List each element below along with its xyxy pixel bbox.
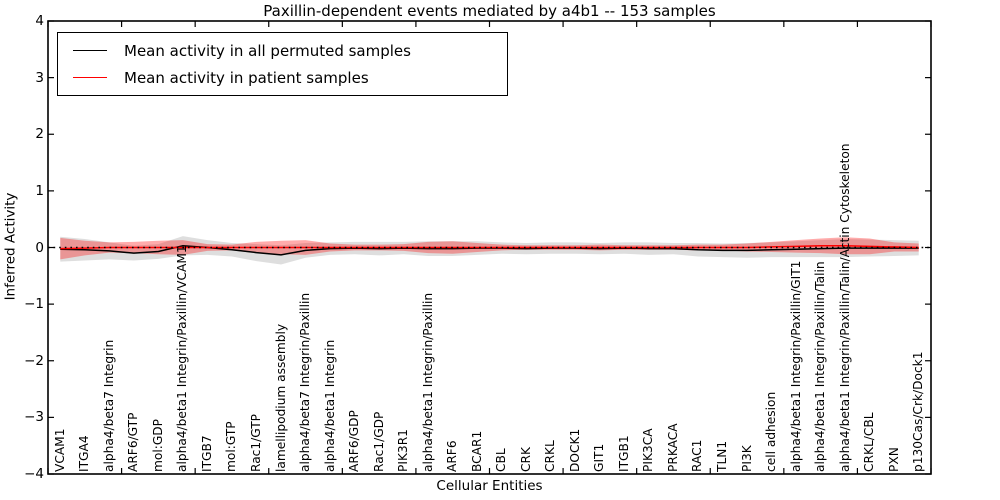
legend-label-patient: Mean activity in patient samples: [124, 68, 369, 87]
y-tick-label: −3: [24, 409, 44, 426]
x-tick-label: Rac1/GTP: [248, 413, 263, 472]
x-tick-label: alpha4/beta1 Integrin/Paxillin/GIT1: [788, 260, 803, 472]
x-tick-label: alpha4/beta7 Integrin: [101, 339, 116, 472]
y-tick-label: −2: [24, 352, 44, 369]
x-tick-label: TLN1: [715, 440, 729, 472]
y-tick-label: 1: [35, 182, 44, 199]
x-tick-label: alpha4/beta1 Integrin: [322, 339, 337, 472]
y-tick-label: 0: [35, 239, 44, 256]
x-tick-label: mol:GDP: [150, 419, 165, 472]
x-tick-label: lamellipodium assembly: [273, 323, 288, 472]
x-tick-label: Rac1/GDP: [371, 411, 386, 472]
x-tick-label: cell adhesion: [764, 391, 779, 472]
legend-item-patient: Mean activity in patient samples: [58, 69, 507, 87]
y-tick-label: 4: [35, 13, 44, 29]
legend-item-permuted: Mean activity in all permuted samples: [58, 42, 507, 60]
y-tick-label: −1: [24, 296, 44, 313]
legend-label-permuted: Mean activity in all permuted samples: [124, 41, 411, 60]
permuted-line-sample-icon: [73, 50, 107, 51]
x-tick-label: RAC1: [690, 439, 705, 472]
patient-mean-line: [60, 245, 919, 250]
x-axis-label: Cellular Entities: [436, 478, 543, 494]
y-tick-label: 3: [35, 69, 44, 86]
x-tick-label: DOCK1: [567, 428, 582, 472]
x-tick-label: CRK: [518, 447, 533, 472]
patient-line-sample-icon: [73, 77, 107, 78]
x-tick-label: ARF6/GDP: [347, 410, 362, 472]
y-tick-label: −4: [24, 466, 44, 482]
x-tick-label: ITGB1: [616, 435, 631, 472]
x-tick-label: CRKL/CBL: [862, 412, 877, 472]
x-tick-label: PIK3R1: [396, 429, 411, 472]
x-tick-label: PXN: [886, 447, 901, 472]
x-tick-label: PIK3CA: [641, 428, 656, 472]
x-tick-label: PRKACA: [665, 423, 680, 472]
x-tick-label: mol:GTP: [224, 421, 239, 472]
x-tick-label: ITGB7: [199, 435, 214, 472]
x-tick-label: alpha4/beta1 Integrin/Paxillin/Talin/Act…: [837, 143, 852, 472]
permuted-band: [60, 236, 919, 265]
x-tick-label: CBL: [494, 448, 509, 472]
x-tick-label: CRKL: [543, 440, 558, 472]
x-tick-label: PI3K: [739, 445, 754, 472]
x-tick-label: alpha4/beta7 Integrin/Paxillin: [298, 292, 313, 472]
x-tick-label: alpha4/beta1 Integrin/Paxillin: [420, 292, 435, 472]
y-tick-label: 2: [35, 126, 44, 143]
legend: Mean activity in all permuted samples Me…: [57, 32, 508, 96]
x-tick-label: p130Cas/Crk/Dock1: [911, 351, 926, 472]
x-tick-label: ITGA4: [77, 435, 92, 472]
x-tick-label: alpha4/beta1 Integrin/Paxillin/Talin: [813, 261, 828, 472]
chart-title: Paxillin-dependent events mediated by a4…: [263, 2, 716, 20]
x-tick-label: ARF6/GTP: [126, 412, 141, 472]
x-tick-label: alpha4/beta1 Integrin/Paxillin/VCAM1: [175, 245, 190, 472]
x-tick-label: BCAR1: [469, 430, 484, 472]
x-tick-label: VCAM1: [52, 428, 67, 472]
x-tick-label: ARF6: [445, 440, 460, 472]
x-tick-label: GIT1: [592, 443, 607, 472]
